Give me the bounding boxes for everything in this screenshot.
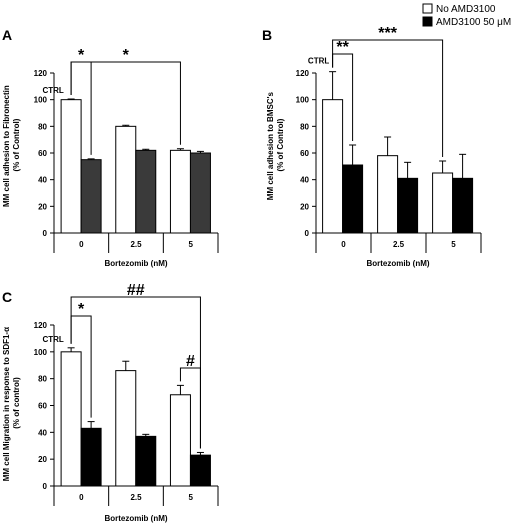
y-tick-label: 60 [38, 149, 47, 158]
y-tick-label: 100 [34, 96, 48, 105]
y-axis-label-line2: (% of control) [12, 377, 21, 429]
y-tick-label: 60 [38, 402, 47, 411]
y-axis-label: MM cell adhesion to BMSC's (% of Control… [266, 90, 285, 200]
y-tick-label: 100 [34, 348, 48, 357]
y-tick-label: 60 [300, 149, 309, 158]
y-tick-label: 80 [38, 375, 47, 384]
bar [189, 152, 211, 234]
x-tick-label: 2.5 [130, 493, 142, 502]
significance-bracket [332, 39, 444, 157]
y-axis-label-line1: MM cell adhesion to Fibronectin [2, 85, 11, 207]
y-tick-label: 120 [34, 321, 48, 330]
y-axis-label-line1: MM cell adhesion to BMSC's [266, 92, 275, 201]
panel-label-c: C [2, 289, 12, 305]
chart-panel-a: MM cell adhesion to Fibronectin (% of Co… [2, 47, 219, 268]
bar [452, 177, 474, 234]
ctrl-label: CTRL [42, 86, 63, 95]
x-tick-label: 2.5 [393, 240, 405, 249]
legend-swatch-amd3100 [422, 16, 433, 27]
significance-marker: * [123, 47, 130, 64]
bar [169, 394, 191, 487]
y-tick-label: 80 [38, 122, 47, 131]
y-tick-label: 80 [300, 122, 309, 131]
y-tick-label: 20 [38, 455, 47, 464]
ctrl-label: CTRL [42, 335, 63, 344]
bar [80, 427, 102, 487]
y-axis-label-line1: MM cell Migration in response to SDF1-α [2, 327, 11, 481]
bar [169, 149, 191, 234]
bar [432, 172, 454, 234]
x-tick-label: 2.5 [130, 240, 142, 249]
y-tick-label: 0 [305, 229, 310, 238]
chart-panel-c: MM cell Migration in response to SDF1-α … [2, 282, 219, 523]
bar [189, 454, 211, 487]
x-axis-label: Bortezomib (nM) [104, 514, 167, 523]
y-tick-label: 0 [43, 229, 48, 238]
panel-label-a: A [2, 27, 12, 43]
bar [322, 99, 344, 234]
bar [60, 351, 82, 487]
significance-marker: # [186, 353, 195, 370]
legend-swatch-no-amd3100 [422, 3, 433, 14]
y-tick-label: 40 [38, 176, 47, 185]
y-tick-label: 40 [38, 428, 47, 437]
legend: No AMD3100 AMD3100 50 μM [422, 3, 511, 28]
significance-marker: * [78, 301, 85, 318]
legend-label-amd3100: AMD3100 50 μM [436, 17, 511, 28]
y-tick-label: 40 [300, 176, 309, 185]
y-tick-label: 0 [43, 482, 48, 491]
significance-bracket [179, 367, 201, 449]
panel-label-b: B [262, 27, 272, 43]
x-tick-label: 5 [451, 240, 456, 249]
y-tick-label: 20 [38, 202, 47, 211]
significance-bracket [70, 61, 181, 145]
y-tick-label: 20 [300, 202, 309, 211]
y-tick-label: 100 [296, 96, 310, 105]
x-tick-label: 0 [341, 240, 346, 249]
x-tick-label: 0 [79, 240, 84, 249]
x-tick-label: 0 [79, 493, 84, 502]
x-axis-label: Bortezomib (nM) [366, 259, 429, 268]
x-tick-label: 5 [188, 493, 193, 502]
bar [115, 125, 137, 234]
y-tick-label: 120 [296, 69, 310, 78]
ctrl-label: CTRL [308, 57, 329, 66]
significance-marker: ## [127, 282, 145, 299]
bar [397, 177, 419, 234]
bar [342, 164, 364, 234]
legend-label-no-amd3100: No AMD3100 [436, 4, 496, 15]
y-axis-label-line2: (% of Control) [12, 118, 21, 171]
x-tick-label: 5 [188, 240, 193, 249]
x-axis-label: Bortezomib (nM) [104, 259, 167, 268]
significance-marker: *** [378, 25, 397, 42]
y-axis-label: MM cell Migration in response to SDF1-α … [2, 325, 21, 482]
significance-marker: ** [336, 39, 349, 56]
bar [135, 435, 157, 487]
y-axis-label-line2: (% of Control) [276, 118, 285, 171]
bar [377, 155, 399, 234]
bar [60, 99, 82, 234]
bar [80, 159, 102, 234]
y-axis-label: MM cell adhesion to Fibronectin (% of Co… [2, 83, 21, 207]
bar [115, 370, 137, 487]
significance-marker: * [78, 47, 85, 64]
bar [135, 149, 157, 234]
chart-panel-b: MM cell adhesion to BMSC's (% of Control… [266, 25, 482, 268]
y-tick-label: 120 [34, 69, 48, 78]
